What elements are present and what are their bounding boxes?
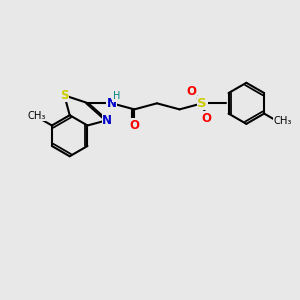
Text: S: S [60, 89, 69, 102]
Text: CH₃: CH₃ [274, 116, 292, 126]
Text: O: O [201, 112, 212, 124]
Text: H: H [113, 91, 120, 101]
Text: O: O [129, 118, 140, 132]
Text: O: O [186, 85, 196, 98]
Text: N: N [107, 97, 117, 110]
Text: N: N [102, 114, 112, 127]
Text: S: S [197, 97, 207, 110]
Text: CH₃: CH₃ [28, 111, 46, 121]
